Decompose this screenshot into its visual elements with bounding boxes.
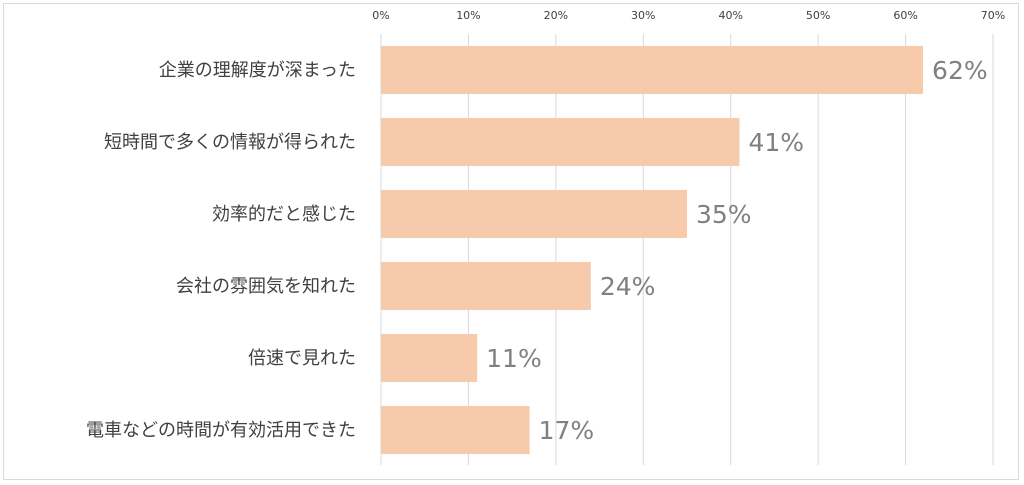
bar (381, 406, 530, 454)
bar (381, 46, 924, 94)
category-label: 短時間で多くの情報が得られた (104, 132, 356, 153)
data-label: 17% (539, 416, 595, 445)
category-label: 会社の雰囲気を知れた (176, 276, 356, 297)
x-tick-label: 60% (893, 9, 917, 22)
data-label: 24% (600, 272, 656, 301)
category-label: 電車などの時間が有効活用できた (86, 420, 356, 441)
category-label: 倍速で見れた (248, 348, 356, 369)
x-tick-label: 40% (718, 9, 742, 22)
data-label: 62% (932, 56, 988, 85)
bar (381, 334, 478, 382)
x-tick-label: 30% (631, 9, 655, 22)
category-label: 効率的だと感じた (212, 204, 356, 225)
x-tick-label: 0% (372, 9, 389, 22)
x-tick-label: 20% (544, 9, 568, 22)
x-tick-label: 70% (981, 9, 1005, 22)
data-label: 11% (486, 344, 542, 373)
x-tick-label: 50% (806, 9, 830, 22)
bar (381, 118, 740, 166)
data-label: 35% (696, 200, 752, 229)
category-label: 企業の理解度が深まった (159, 60, 356, 81)
bar (381, 190, 687, 238)
bar (381, 262, 591, 310)
data-label: 41% (748, 128, 804, 157)
x-tick-label: 10% (456, 9, 480, 22)
